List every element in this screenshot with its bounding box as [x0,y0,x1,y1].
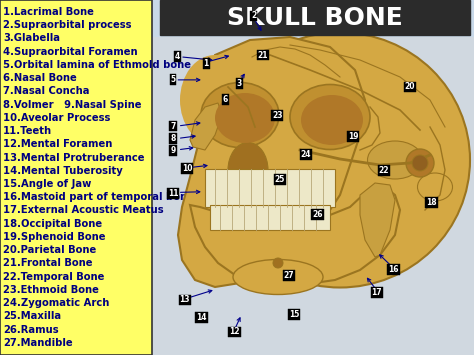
Text: 7: 7 [170,121,176,131]
Ellipse shape [201,82,279,147]
Text: 17.External Acoustic Meatus: 17.External Acoustic Meatus [3,206,164,215]
Text: 1: 1 [203,59,209,69]
Text: 4: 4 [175,52,181,61]
Ellipse shape [180,55,250,145]
Text: 10: 10 [182,164,192,173]
Text: 14: 14 [196,313,207,322]
Text: 26: 26 [312,210,323,219]
Text: 5.Orbital lamina of Ethmold bone: 5.Orbital lamina of Ethmold bone [3,60,191,70]
Text: 20: 20 [405,82,415,92]
Ellipse shape [301,95,363,145]
Text: 21.Frontal Bone: 21.Frontal Bone [3,258,92,268]
Ellipse shape [418,173,453,201]
Text: 25: 25 [274,175,285,184]
Polygon shape [360,183,395,257]
Ellipse shape [290,84,370,149]
Text: 17: 17 [372,288,382,297]
Text: 8.Volmer   9.Nasal Spine: 8.Volmer 9.Nasal Spine [3,100,142,110]
Text: 27.Mandible: 27.Mandible [3,338,73,348]
Circle shape [412,155,428,171]
Bar [210,205,330,230]
Text: 16: 16 [388,265,399,274]
Text: 16.Mastoid part of temporal bone: 16.Mastoid part of temporal bone [3,192,194,202]
Text: 3: 3 [237,79,242,88]
Polygon shape [190,103,222,150]
Text: 11.Teeth: 11.Teeth [3,126,52,136]
Polygon shape [190,187,400,285]
Text: 6.Nasal Bone: 6.Nasal Bone [3,73,77,83]
Text: 24.Zygomatic Arch: 24.Zygomatic Arch [3,298,109,308]
Text: 23: 23 [272,111,283,120]
Text: 27: 27 [284,271,294,280]
Text: 14.Mental Tuberosity: 14.Mental Tuberosity [3,166,123,176]
Ellipse shape [215,93,275,143]
Text: 19.Sphenoid Bone: 19.Sphenoid Bone [3,232,106,242]
Text: 19: 19 [348,132,358,141]
Text: 22: 22 [379,166,389,175]
Text: 23.Ethmoid Bone: 23.Ethmoid Bone [3,285,99,295]
Text: 12.Mental Foramen: 12.Mental Foramen [3,139,112,149]
Bar [152,37,474,355]
Text: 21: 21 [258,50,268,60]
Text: 2.Supraorbital process: 2.Supraorbital process [3,20,131,30]
Text: 18.Occipital Bone: 18.Occipital Bone [3,219,102,229]
Text: 3.Glabella: 3.Glabella [3,33,60,43]
Text: 9: 9 [170,146,176,155]
Bar [160,0,470,35]
Text: 1.Lacrimal Bone: 1.Lacrimal Bone [3,7,94,17]
Text: 7.Nasal Concha: 7.Nasal Concha [3,86,90,97]
Text: 13: 13 [180,295,190,305]
Text: 24: 24 [301,150,311,159]
Text: SKULL BONE: SKULL BONE [227,6,403,30]
Text: 4.Supraorbital Foramen: 4.Supraorbital Foramen [3,47,137,57]
Text: 2: 2 [251,11,256,21]
Text: 13.Mental Protruberance: 13.Mental Protruberance [3,153,145,163]
Text: 10.Aveolar Process: 10.Aveolar Process [3,113,110,123]
Text: 20.Parietal Bone: 20.Parietal Bone [3,245,96,255]
Text: 15: 15 [289,310,299,319]
Ellipse shape [210,33,470,288]
Text: 12: 12 [229,327,240,337]
Text: 11: 11 [168,189,178,198]
Text: 6: 6 [222,95,228,104]
Text: 8: 8 [170,134,176,143]
Text: 25.Maxilla: 25.Maxilla [3,311,61,321]
Bar [205,169,335,207]
Text: 5: 5 [171,75,175,84]
Circle shape [273,258,283,268]
Text: 15.Angle of Jaw: 15.Angle of Jaw [3,179,91,189]
Bar [0,0,152,355]
Ellipse shape [233,260,323,295]
Ellipse shape [367,141,422,179]
Text: 18: 18 [426,198,437,207]
Text: 26.Ramus: 26.Ramus [3,324,59,334]
Circle shape [406,149,434,177]
Text: 22.Temporal Bone: 22.Temporal Bone [3,272,104,282]
Polygon shape [178,37,365,287]
Ellipse shape [228,142,268,197]
